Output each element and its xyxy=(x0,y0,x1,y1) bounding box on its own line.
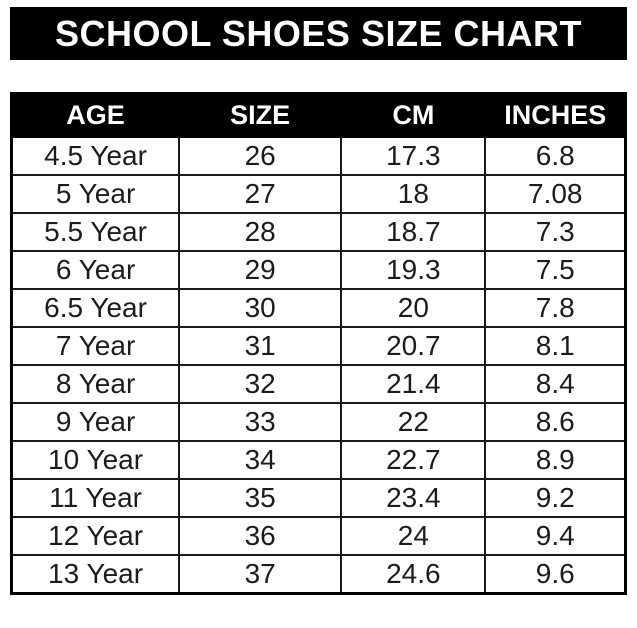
table-row: 5 Year 27 18 7.08 xyxy=(10,174,627,214)
table-cell: 20.7 xyxy=(340,326,487,366)
table-cell: 18.7 xyxy=(340,212,487,252)
table-row: 10 Year 34 22.7 8.9 xyxy=(10,440,627,480)
table-cell: 32 xyxy=(178,364,343,404)
table-cell: 9.6 xyxy=(484,554,627,595)
table-cell: 30 xyxy=(178,288,343,328)
table-cell: 33 xyxy=(178,402,343,442)
table-cell: 6.8 xyxy=(484,136,627,176)
table-cell: 22 xyxy=(340,402,487,442)
table-row: 4.5 Year 26 17.3 6.8 xyxy=(10,136,627,176)
table-cell: 22.7 xyxy=(340,440,487,480)
table-cell: 19.3 xyxy=(340,250,487,290)
table-cell: 9 Year xyxy=(10,402,181,442)
table-cell: 8.1 xyxy=(484,326,627,366)
table-cell: 27 xyxy=(178,174,343,214)
column-header-inches: INCHES xyxy=(484,92,627,138)
table-cell: 31 xyxy=(178,326,343,366)
table-row: 7 Year 31 20.7 8.1 xyxy=(10,326,627,366)
table-row: 12 Year 36 24 9.4 xyxy=(10,516,627,556)
size-chart-table: AGE SIZE CM INCHES 4.5 Year 26 17.3 6.8 5 Year 2… xyxy=(10,92,627,595)
page-title: SCHOOL SHOES SIZE CHART xyxy=(55,12,582,54)
table-row: 6.5 Year 30 20 7.8 xyxy=(10,288,627,328)
table-cell: 28 xyxy=(178,212,343,252)
table-cell: 6 Year xyxy=(10,250,181,290)
table-cell: 35 xyxy=(178,478,343,518)
table-body: 4.5 Year 26 17.3 6.8 5 Year 27 18 7.08 5.5 Year 2… xyxy=(10,136,627,595)
table-header-row: AGE SIZE CM INCHES xyxy=(10,92,627,138)
table-cell: 21.4 xyxy=(340,364,487,404)
table-cell: 7.5 xyxy=(484,250,627,290)
table-cell: 29 xyxy=(178,250,343,290)
table-cell: 37 xyxy=(178,554,343,595)
table-cell: 5 Year xyxy=(10,174,181,214)
table-cell: 18 xyxy=(340,174,487,214)
table-row: 5.5 Year 28 18.7 7.3 xyxy=(10,212,627,252)
table-cell: 36 xyxy=(178,516,343,556)
table-row: 6 Year 29 19.3 7.5 xyxy=(10,250,627,290)
table-cell: 24 xyxy=(340,516,487,556)
chart-title-banner: SCHOOL SHOES SIZE CHART xyxy=(10,7,627,60)
table-cell: 8.6 xyxy=(484,402,627,442)
table-cell: 26 xyxy=(178,136,343,176)
table-cell: 34 xyxy=(178,440,343,480)
table-row: 9 Year 33 22 8.6 xyxy=(10,402,627,442)
table-cell: 24.6 xyxy=(340,554,487,595)
table-cell: 7.8 xyxy=(484,288,627,328)
table-cell: 12 Year xyxy=(10,516,181,556)
table-cell: 5.5 Year xyxy=(10,212,181,252)
table-cell: 7.08 xyxy=(484,174,627,214)
table-cell: 8 Year xyxy=(10,364,181,404)
table-cell: 13 Year xyxy=(10,554,181,595)
table-cell: 23.4 xyxy=(340,478,487,518)
column-header-age: AGE xyxy=(10,92,181,138)
column-header-size: SIZE xyxy=(178,92,343,138)
table-cell: 10 Year xyxy=(10,440,181,480)
table-cell: 8.4 xyxy=(484,364,627,404)
table-cell: 17.3 xyxy=(340,136,487,176)
table-cell: 11 Year xyxy=(10,478,181,518)
column-header-cm: CM xyxy=(340,92,487,138)
table-cell: 6.5 Year xyxy=(10,288,181,328)
table-cell: 9.4 xyxy=(484,516,627,556)
table-row: 8 Year 32 21.4 8.4 xyxy=(10,364,627,404)
table-row: 11 Year 35 23.4 9.2 xyxy=(10,478,627,518)
table-cell: 7 Year xyxy=(10,326,181,366)
table-row: 13 Year 37 24.6 9.6 xyxy=(10,554,627,595)
table-cell: 9.2 xyxy=(484,478,627,518)
table-cell: 20 xyxy=(340,288,487,328)
table-cell: 7.3 xyxy=(484,212,627,252)
table-cell: 8.9 xyxy=(484,440,627,480)
table-cell: 4.5 Year xyxy=(10,136,181,176)
